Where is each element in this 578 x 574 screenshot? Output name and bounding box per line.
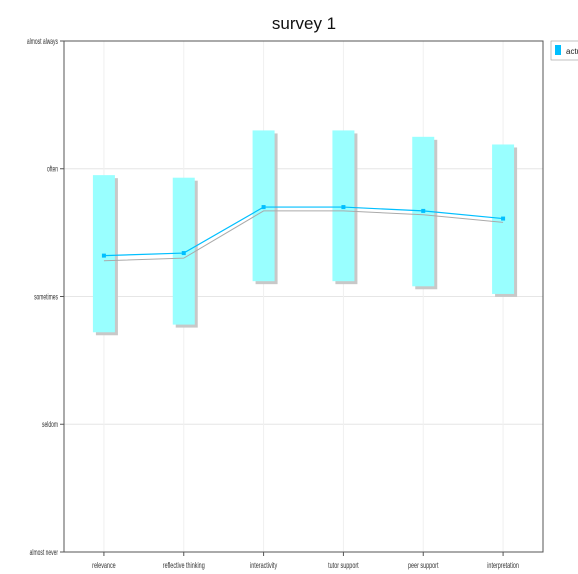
series-point [421, 208, 426, 213]
x-tick-label: relevance [92, 562, 116, 570]
series-lines [101, 205, 506, 262]
series-point [101, 253, 106, 258]
x-tick-label: peer support [408, 562, 439, 570]
series-point [341, 205, 346, 210]
y-tick-label: seldom [42, 421, 58, 429]
legend-swatch [555, 45, 561, 55]
y-tick-labels: almost never seldom sometimes often almost a… [27, 38, 64, 557]
legend: actu [550, 40, 578, 61]
y-tick-label: sometimes [34, 293, 58, 301]
x-tick-labels: relevance reflective thinking interactivit… [92, 552, 519, 570]
y-tick-label: often [47, 166, 58, 174]
x-tick-label: reflective thinking [163, 562, 205, 570]
range-bars [92, 130, 518, 336]
legend-label: actu [566, 47, 578, 56]
x-tick-label: interpretation [487, 562, 519, 570]
series-point [181, 251, 186, 256]
grid-lines [64, 41, 543, 552]
series-point [501, 216, 506, 221]
y-tick-label: almost never [30, 549, 59, 557]
chart-title: survey 1 [272, 14, 336, 33]
y-tick-label: almost always [27, 38, 59, 46]
series-line-mean [103, 206, 504, 257]
series-line-secondary [103, 210, 504, 262]
x-tick-label: interactivity [250, 562, 278, 570]
x-tick-label: tutor support [328, 562, 359, 570]
series-point [261, 205, 266, 210]
